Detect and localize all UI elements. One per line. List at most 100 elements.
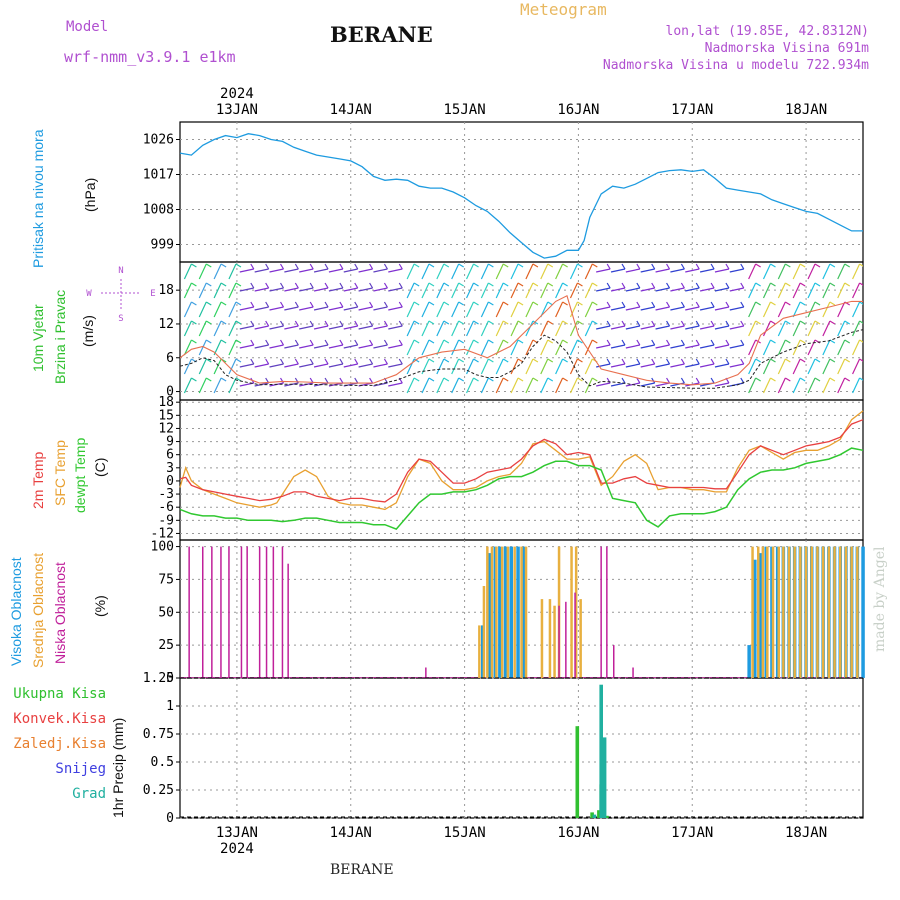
- wind-barb: [269, 287, 284, 292]
- wind-barb-flag: [398, 320, 403, 327]
- wind-barb: [480, 339, 489, 356]
- wind-barb: [436, 301, 445, 318]
- wind-barb: [213, 301, 222, 318]
- wind-barb: [254, 344, 269, 349]
- wind-barb: [373, 344, 388, 349]
- wind-barb-flag: [265, 263, 270, 270]
- wind-barb: [555, 339, 564, 356]
- wind-barb-flag: [829, 301, 836, 306]
- coords-label: lon,lat (19.85E, 42.8312N): [665, 24, 870, 39]
- wind-barb-flag: [740, 282, 745, 289]
- wind-barb-flag: [799, 301, 806, 306]
- wind-barb-flag: [577, 339, 583, 344]
- wind-barb: [510, 339, 519, 356]
- wind-barb: [822, 358, 831, 375]
- wind-barb: [269, 268, 284, 273]
- wind-barb: [640, 363, 655, 368]
- wind-barb-flag: [458, 377, 464, 382]
- wind-barb: [465, 358, 475, 375]
- wind-barb-flag: [695, 358, 700, 365]
- wind-barb: [299, 287, 314, 292]
- wind-barb-flag: [740, 358, 745, 365]
- y-tick-label: 75: [158, 572, 174, 587]
- wind-barb: [837, 339, 846, 356]
- wind-barb: [284, 287, 299, 292]
- wind-barb: [406, 339, 415, 356]
- wind-barb-flag: [235, 263, 242, 268]
- wind-barb-flag: [354, 282, 359, 289]
- wind-barb: [807, 282, 816, 299]
- wind-barb: [569, 320, 579, 337]
- wind-barb-flag: [532, 263, 539, 268]
- wind-barb-flag: [324, 320, 329, 327]
- wind-barb-flag: [666, 339, 671, 346]
- wind-barb-flag: [606, 320, 611, 327]
- wind-barb-flag: [324, 339, 329, 346]
- model-elevation-label: Nadmorska Visina u modelu 722.934m: [602, 58, 869, 73]
- y-tick-label: 0: [166, 385, 174, 400]
- wind-barb-flag: [532, 301, 539, 306]
- wind-barb: [388, 306, 403, 311]
- wind-barb: [465, 320, 475, 337]
- panel-frame: [179, 399, 864, 541]
- wind-barb-flag: [547, 263, 554, 268]
- mid-cloud-bar: [757, 546, 760, 678]
- wind-barb: [569, 282, 579, 299]
- wind-barb: [807, 263, 816, 280]
- wind-barb: [714, 363, 730, 368]
- wind-barb-flag: [220, 377, 227, 382]
- wind-barb-flag: [458, 320, 464, 325]
- wind-barb: [510, 301, 519, 318]
- wind-barb: [777, 377, 786, 394]
- wind-barb: [807, 377, 816, 394]
- wind-barb: [451, 263, 460, 280]
- wind-barb: [655, 268, 670, 273]
- wind-barb: [596, 344, 611, 349]
- wind-barb: [406, 358, 415, 375]
- low-cloud-bar: [220, 546, 222, 678]
- y-tick-label: -12: [151, 526, 174, 541]
- wind-barb-flag: [191, 301, 197, 306]
- wind-barb: [699, 325, 715, 330]
- product-title: Meteogram: [520, 0, 607, 19]
- wind-barb-flag: [265, 320, 270, 327]
- wind-barb-flag: [324, 282, 329, 289]
- wind-barb: [584, 339, 593, 356]
- wind-barb-flag: [369, 377, 374, 384]
- date-label-top: 14JAN: [330, 102, 372, 118]
- mid-cloud-bar: [856, 546, 859, 678]
- wind-barb-flag: [265, 358, 270, 365]
- legend-convective-rain: Konvek.Kisa: [13, 711, 106, 727]
- wind-barb: [714, 268, 730, 273]
- wind-barb: [495, 320, 504, 337]
- wind-barb: [699, 344, 715, 349]
- wind-barb: [254, 268, 269, 273]
- y-tick-label: 12: [158, 317, 174, 332]
- y-tick-label: 1.25: [143, 671, 174, 686]
- wind-barb-flag: [369, 320, 374, 327]
- wind-barb-flag: [770, 282, 776, 287]
- wind-barb-flag: [725, 263, 730, 270]
- wind-barb: [228, 377, 237, 394]
- wind-barb: [540, 377, 549, 394]
- wind-barb-flag: [859, 301, 863, 305]
- wind-barb-flag: [205, 282, 212, 287]
- wind-barb-flag: [309, 263, 314, 270]
- wind-barb-flag: [458, 301, 464, 306]
- wind-barb: [525, 263, 534, 280]
- wind-barb-flag: [220, 263, 227, 268]
- wind-barb: [777, 263, 786, 280]
- wind-barb: [792, 282, 801, 299]
- wind-barb: [495, 377, 504, 394]
- mid-cloud-bar: [844, 546, 848, 678]
- wind-barb-flag: [799, 263, 806, 268]
- high-cloud-bar: [503, 546, 508, 678]
- wind-barb-flag: [859, 358, 863, 362]
- wind-barb-flag: [250, 358, 255, 365]
- wind-barb: [822, 263, 831, 280]
- wind-barb: [584, 301, 593, 318]
- wind-barb: [198, 301, 207, 318]
- wind-barb: [625, 363, 640, 368]
- wind-barb-flag: [294, 282, 299, 289]
- year-label-top: 2024: [220, 86, 254, 102]
